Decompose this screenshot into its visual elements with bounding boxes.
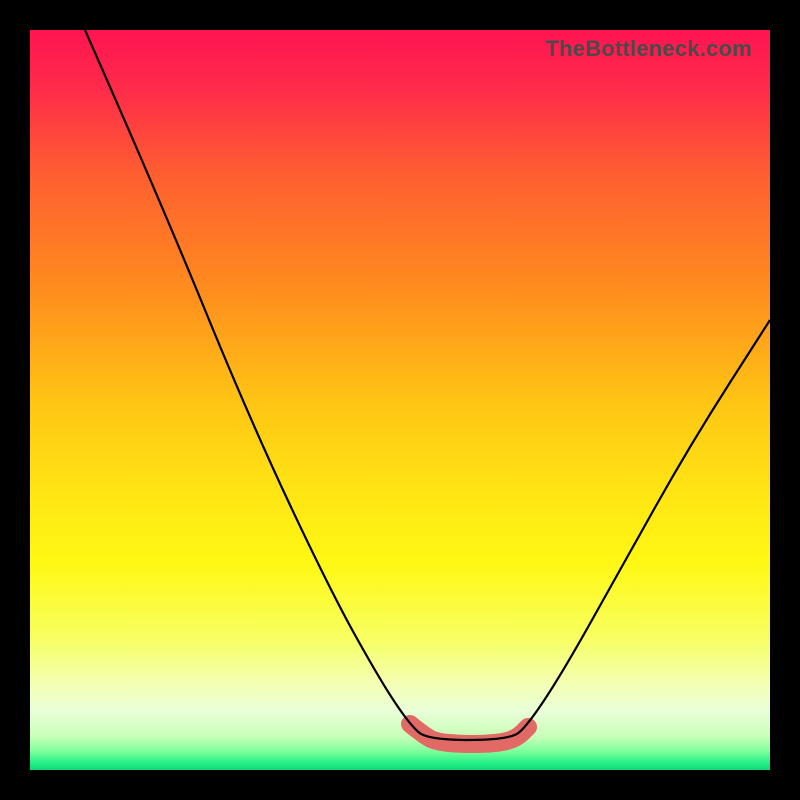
chart-frame: TheBottleneck.com [0,0,800,800]
curve-layer [30,30,770,770]
v-curve [85,30,770,740]
watermark-text: TheBottleneck.com [546,36,752,62]
plot-area: TheBottleneck.com [30,30,770,770]
